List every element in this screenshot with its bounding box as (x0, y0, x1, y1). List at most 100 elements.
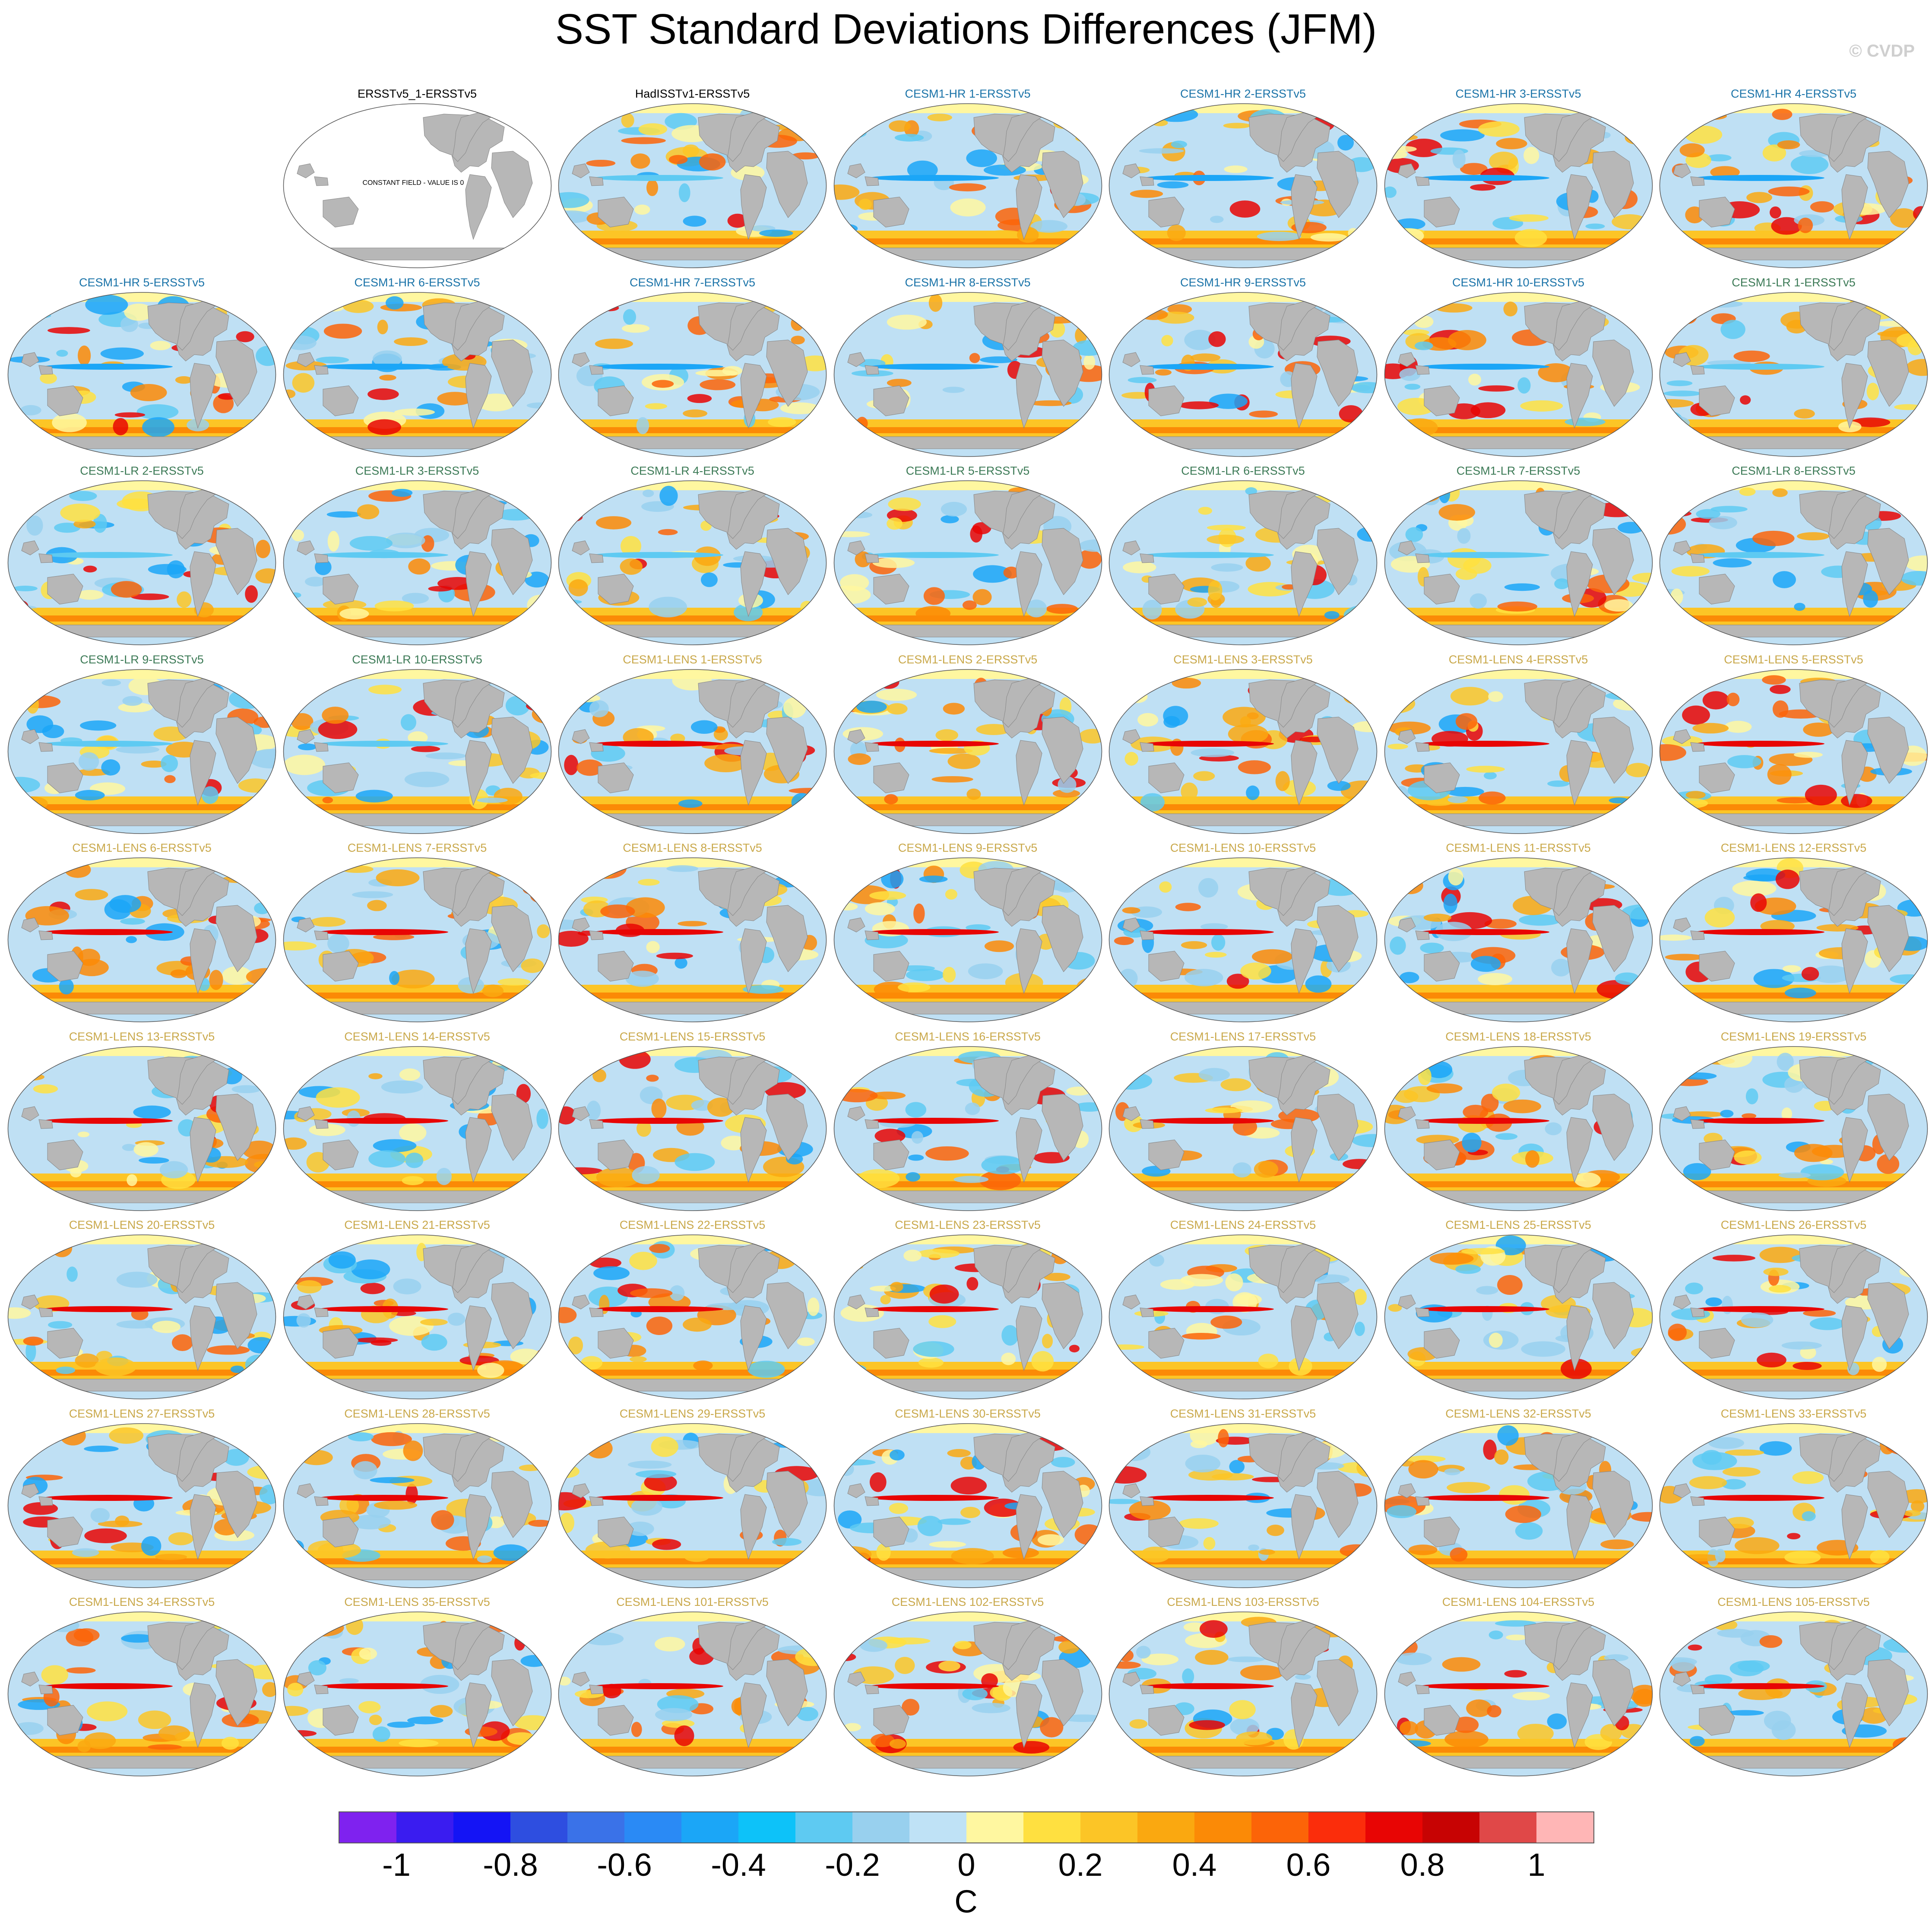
world-map (7, 1611, 276, 1776)
map-panel: CESM1-LR 7-ERSSTv5 (1381, 463, 1656, 647)
map-panel: CESM1-LENS 18-ERSSTv5 (1381, 1029, 1656, 1213)
map-panel: CESM1-LENS 5-ERSSTv5 (1656, 652, 1931, 836)
world-map (7, 480, 276, 645)
panel-title: CESM1-LENS 18-ERSSTv5 (1445, 1030, 1591, 1043)
panel-title: CESM1-LENS 1-ERSSTv5 (623, 653, 762, 666)
map-panel: CESM1-HR 9-ERSSTv5 (1105, 275, 1381, 459)
map-panel: CESM1-LENS 25-ERSSTv5 (1381, 1218, 1656, 1402)
panel-title: CESM1-LENS 15-ERSSTv5 (619, 1030, 766, 1043)
panel-title: CESM1-LENS 21-ERSSTv5 (344, 1218, 490, 1231)
world-map (1659, 1423, 1928, 1588)
panel-title: CESM1-HR 5-ERSSTv5 (79, 276, 205, 289)
panel-title: CESM1-LENS 33-ERSSTv5 (1720, 1407, 1867, 1420)
colorbar-swatch (453, 1812, 510, 1843)
panel-title: CESM1-LENS 23-ERSSTv5 (895, 1218, 1041, 1231)
map-panel: CESM1-LENS 12-ERSSTv5 (1656, 840, 1931, 1024)
map-panel: CESM1-LENS 27-ERSSTv5 (4, 1406, 279, 1590)
world-map (833, 669, 1102, 834)
map-panel: CESM1-LENS 15-ERSSTv5 (555, 1029, 830, 1213)
colorbar-swatch (852, 1812, 909, 1843)
panel-title: CESM1-LENS 31-ERSSTv5 (1170, 1407, 1316, 1420)
panel-title: CESM1-LENS 35-ERSSTv5 (344, 1595, 490, 1608)
panel-title: CESM1-LENS 7-ERSSTv5 (347, 841, 487, 854)
map-panel: CESM1-LENS 1-ERSSTv5 (555, 652, 830, 836)
panel-title: CESM1-LENS 28-ERSSTv5 (344, 1407, 490, 1420)
panel-title: CESM1-LENS 19-ERSSTv5 (1720, 1030, 1867, 1043)
world-map (1659, 669, 1928, 834)
colorbar-swatch (966, 1812, 1023, 1843)
panel-title: CESM1-LENS 11-ERSSTv5 (1446, 841, 1591, 854)
panel-title: CESM1-LR 10-ERSSTv5 (352, 653, 482, 666)
colorbar-unit: C (954, 1884, 978, 1919)
map-panel: CESM1-LENS 6-ERSSTv5 (4, 840, 279, 1024)
world-map (7, 1046, 276, 1211)
map-panel: CESM1-LENS 30-ERSSTv5 (830, 1406, 1105, 1590)
panel-title: CESM1-LENS 26-ERSSTv5 (1720, 1218, 1867, 1231)
colorbar-swatch (1479, 1812, 1536, 1843)
map-panel: CESM1-LENS 102-ERSSTv5 (830, 1595, 1105, 1779)
world-map (1109, 292, 1378, 457)
colorbar-tick-label: 0.4 (1172, 1847, 1217, 1883)
colorbar-swatch (1536, 1812, 1593, 1843)
world-map (7, 857, 276, 1022)
colorbar-tick-label: -1 (382, 1847, 411, 1883)
panel-title: CESM1-LR 6-ERSSTv5 (1181, 464, 1305, 477)
world-map (1109, 480, 1378, 645)
panel-title: CESM1-LR 7-ERSSTv5 (1456, 464, 1580, 477)
panel-title: CESM1-LENS 17-ERSSTv5 (1170, 1030, 1316, 1043)
world-map (1384, 103, 1653, 268)
map-panel: CESM1-LENS 16-ERSSTv5 (830, 1029, 1105, 1213)
colorbar-swatch (567, 1812, 624, 1843)
panel-title: CESM1-HR 6-ERSSTv5 (354, 276, 480, 289)
panel-title: CESM1-LENS 12-ERSSTv5 (1720, 841, 1867, 854)
panel-title: CESM1-LENS 20-ERSSTv5 (69, 1218, 215, 1231)
colorbar (339, 1811, 1594, 1843)
panel-title: CESM1-LENS 32-ERSSTv5 (1445, 1407, 1591, 1420)
colorbar-swatch (339, 1812, 396, 1843)
world-map (1384, 1046, 1653, 1211)
world-map (558, 857, 827, 1022)
world-map (283, 480, 551, 645)
world-map (7, 1234, 276, 1399)
world-map (7, 292, 276, 457)
panel-title: CESM1-LR 9-ERSSTv5 (80, 653, 204, 666)
world-map (283, 1611, 551, 1776)
colorbar-tick-label: -0.4 (711, 1847, 766, 1883)
panel-title: CESM1-LENS 105-ERSSTv5 (1717, 1595, 1870, 1608)
map-panel: CESM1-LR 6-ERSSTv5 (1105, 463, 1381, 647)
world-map (1659, 1046, 1928, 1211)
panel-title: CESM1-HR 10-ERSSTv5 (1452, 276, 1585, 289)
panel-title: CESM1-LR 4-ERSSTv5 (630, 464, 754, 477)
world-map (833, 1423, 1102, 1588)
map-panel: CESM1-LENS 10-ERSSTv5 (1105, 840, 1381, 1024)
map-panel: HadISSTv1-ERSSTv5 (555, 86, 830, 270)
panel-title: CESM1-HR 9-ERSSTv5 (1180, 276, 1306, 289)
panel-title: CESM1-LENS 10-ERSSTv5 (1170, 841, 1316, 854)
map-panel: CESM1-HR 6-ERSSTv5 (280, 275, 555, 459)
map-panel: CESM1-LENS 104-ERSSTv5 (1381, 1595, 1656, 1779)
panel-title: CESM1-LR 1-ERSSTv5 (1732, 276, 1856, 289)
map-panel: CESM1-LENS 9-ERSSTv5 (830, 840, 1105, 1024)
map-panel: CESM1-HR 10-ERSSTv5 (1381, 275, 1656, 459)
colorbar-swatch (1080, 1812, 1137, 1843)
map-panel: CESM1-LR 5-ERSSTv5 (830, 463, 1105, 647)
panel-title: CESM1-LENS 24-ERSSTv5 (1170, 1218, 1316, 1231)
colorbar-tick-label: 0.8 (1400, 1847, 1445, 1883)
map-panel: CESM1-LR 10-ERSSTv5 (280, 652, 555, 836)
map-panel: CESM1-LENS 7-ERSSTv5 (280, 840, 555, 1024)
colorbar-swatch (738, 1812, 795, 1843)
map-panel: CESM1-LENS 31-ERSSTv5 (1105, 1406, 1381, 1590)
panel-title: CESM1-LENS 29-ERSSTv5 (619, 1407, 766, 1420)
colorbar-tick-label: 0.6 (1286, 1847, 1331, 1883)
colorbar-tick-label: 0.2 (1058, 1847, 1103, 1883)
colorbar-swatch (1137, 1812, 1194, 1843)
map-panel: CESM1-LR 9-ERSSTv5 (4, 652, 279, 836)
map-panel: CESM1-HR 4-ERSSTv5 (1656, 86, 1931, 270)
map-panel: CESM1-LENS 105-ERSSTv5 (1656, 1595, 1931, 1779)
world-map (833, 857, 1102, 1022)
world-map (1109, 1234, 1378, 1399)
map-panel: CESM1-LENS 13-ERSSTv5 (4, 1029, 279, 1213)
panel-title: CESM1-LR 2-ERSSTv5 (80, 464, 204, 477)
map-panel: CESM1-LENS 33-ERSSTv5 (1656, 1406, 1931, 1590)
world-map (283, 1046, 551, 1211)
